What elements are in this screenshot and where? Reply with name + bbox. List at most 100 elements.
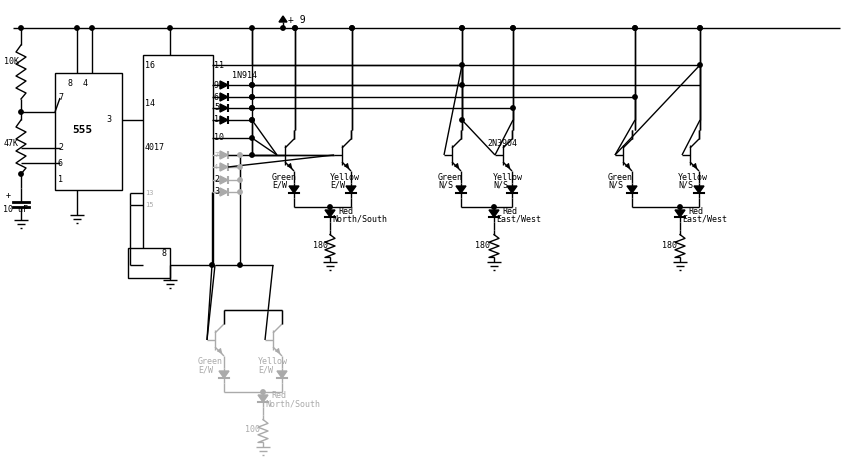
Circle shape: [697, 26, 701, 30]
Circle shape: [350, 26, 354, 30]
Text: 8  4: 8 4: [68, 79, 88, 88]
Polygon shape: [220, 151, 228, 159]
Text: Red: Red: [688, 206, 702, 215]
Circle shape: [510, 26, 514, 30]
Text: Yellow: Yellow: [677, 173, 707, 181]
Text: 3: 3: [106, 115, 111, 125]
Circle shape: [350, 26, 354, 30]
Text: Green: Green: [198, 357, 223, 367]
Circle shape: [250, 136, 254, 140]
Circle shape: [19, 110, 23, 114]
Circle shape: [250, 106, 254, 110]
Text: 7: 7: [58, 94, 63, 102]
Circle shape: [237, 263, 242, 267]
Text: Red: Red: [270, 392, 286, 400]
Text: 9: 9: [214, 81, 218, 89]
Text: E/W: E/W: [272, 181, 287, 189]
Text: 15: 15: [145, 202, 154, 208]
Polygon shape: [325, 210, 334, 217]
Text: East/West: East/West: [496, 214, 540, 224]
Circle shape: [459, 118, 464, 122]
Text: Yellow: Yellow: [258, 357, 287, 367]
Text: North/South: North/South: [264, 400, 320, 408]
Text: E/W: E/W: [198, 365, 212, 375]
Text: 6: 6: [58, 158, 63, 168]
Circle shape: [510, 26, 514, 30]
Circle shape: [632, 26, 636, 30]
Circle shape: [237, 190, 242, 194]
Text: 555: 555: [72, 125, 92, 135]
Text: 1: 1: [214, 115, 218, 125]
Circle shape: [677, 205, 682, 209]
Text: E/W: E/W: [329, 181, 345, 189]
Circle shape: [250, 95, 254, 99]
Polygon shape: [489, 210, 498, 217]
Bar: [128, 248, 170, 278]
Polygon shape: [288, 186, 299, 193]
Circle shape: [293, 26, 297, 30]
Circle shape: [75, 26, 79, 30]
Circle shape: [697, 26, 701, 30]
Text: Green: Green: [272, 173, 297, 181]
Polygon shape: [220, 93, 228, 101]
Polygon shape: [220, 163, 228, 171]
Text: 14: 14: [145, 99, 154, 107]
Text: Red: Red: [502, 206, 516, 215]
Polygon shape: [258, 395, 268, 402]
Circle shape: [459, 26, 464, 30]
Text: 2: 2: [58, 144, 63, 152]
Text: E/W: E/W: [258, 365, 273, 375]
Text: 180: 180: [474, 240, 490, 250]
Circle shape: [281, 26, 285, 30]
Text: 47K: 47K: [4, 138, 19, 148]
Circle shape: [250, 95, 254, 99]
Text: 180: 180: [313, 240, 328, 250]
Circle shape: [237, 165, 242, 169]
Circle shape: [237, 178, 242, 182]
Text: 13: 13: [145, 190, 154, 196]
Text: 7: 7: [214, 152, 218, 158]
Circle shape: [19, 172, 23, 176]
Text: 4017: 4017: [145, 144, 165, 152]
Circle shape: [459, 63, 464, 67]
Polygon shape: [276, 371, 287, 378]
Text: 10 uF: 10 uF: [3, 206, 28, 214]
Circle shape: [90, 26, 94, 30]
Circle shape: [293, 26, 297, 30]
Circle shape: [510, 106, 514, 110]
Polygon shape: [456, 186, 466, 193]
Text: 100: 100: [245, 425, 259, 434]
Text: 10: 10: [214, 133, 223, 143]
Text: 16: 16: [145, 61, 154, 69]
Bar: [55, 73, 122, 190]
Text: Yellow: Yellow: [492, 173, 522, 181]
Circle shape: [250, 83, 254, 87]
Circle shape: [697, 63, 701, 67]
Polygon shape: [693, 186, 703, 193]
Text: 3: 3: [214, 188, 218, 196]
Circle shape: [237, 153, 242, 157]
Text: 6: 6: [214, 93, 218, 101]
Text: 1: 1: [58, 175, 63, 184]
Circle shape: [459, 26, 464, 30]
Circle shape: [250, 26, 254, 30]
Polygon shape: [218, 371, 229, 378]
Text: Green: Green: [607, 173, 632, 181]
Circle shape: [459, 83, 464, 87]
Polygon shape: [220, 176, 228, 184]
Circle shape: [491, 205, 496, 209]
Circle shape: [632, 26, 636, 30]
Circle shape: [260, 390, 265, 394]
Circle shape: [250, 118, 254, 122]
Circle shape: [328, 205, 332, 209]
Circle shape: [210, 263, 214, 267]
Text: 2N3904: 2N3904: [486, 138, 516, 148]
Circle shape: [250, 83, 254, 87]
Text: N/S: N/S: [492, 181, 508, 189]
Circle shape: [19, 26, 23, 30]
Circle shape: [250, 118, 254, 122]
Text: + 9: + 9: [287, 15, 305, 25]
Text: East/West: East/West: [682, 214, 726, 224]
Text: 5: 5: [214, 104, 218, 113]
Circle shape: [632, 95, 636, 99]
